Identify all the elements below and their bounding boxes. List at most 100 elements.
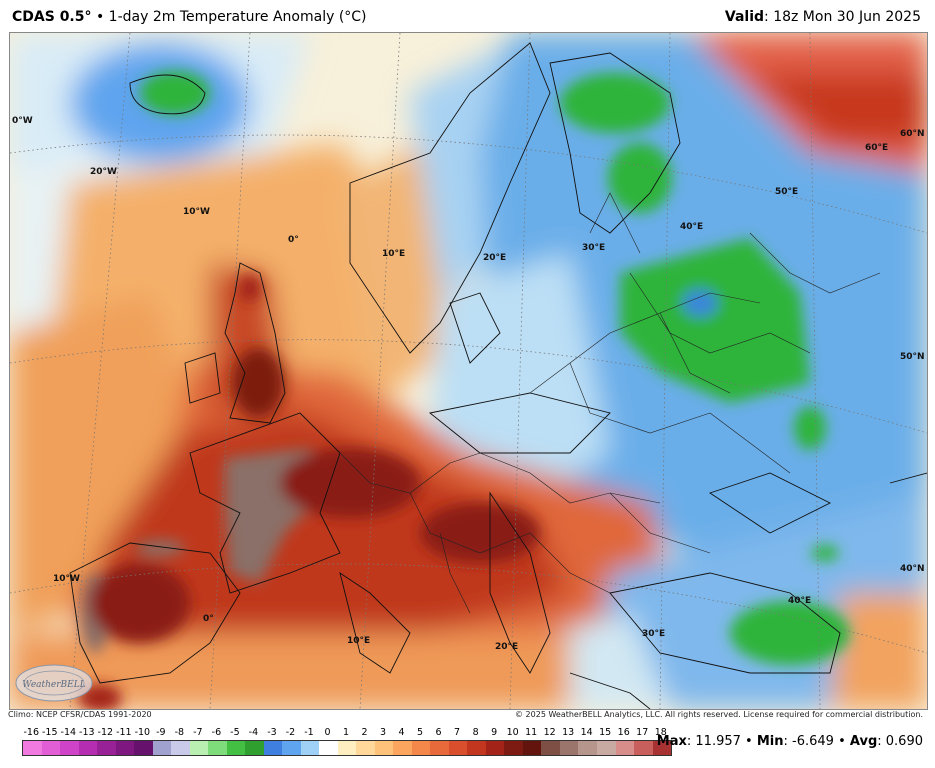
legend-label: -3 — [267, 727, 277, 738]
legend-label: -14 — [60, 727, 77, 738]
map-canvas: 0°W 20°W 10°W 0° 10°E 20°E 30°E 40°E 50°… — [10, 33, 927, 709]
legend-label: -1 — [304, 727, 314, 738]
legend-swatch — [319, 741, 338, 755]
legend-swatch — [226, 741, 246, 755]
lon-label: 10°E — [347, 636, 370, 646]
legend-label: 17 — [636, 727, 649, 738]
header: CDAS 0.5° • 1-day 2m Temperature Anomaly… — [0, 0, 935, 32]
legend-label: 18 — [654, 727, 667, 738]
legend-swatch — [41, 741, 61, 755]
legend-swatch — [208, 741, 227, 755]
lon-label: 30°E — [582, 243, 605, 253]
legend-label: 16 — [617, 727, 630, 738]
avg-value: : 0.690 — [877, 734, 923, 749]
lon-label: 30°E — [642, 629, 665, 639]
legend-label: 10 — [506, 727, 519, 738]
legend-swatch — [23, 741, 42, 755]
lon-label: 50°E — [775, 187, 798, 197]
legend-labels: -16 -15 -14 -13 -12 -11 -10 -9 -8 -7 -6 -5 -4 -3 -2 -1 0… — [22, 727, 670, 739]
legend-swatch — [485, 741, 505, 755]
legend-swatch — [393, 741, 412, 755]
legend-label: 5 — [417, 727, 424, 738]
legend-label: -15 — [42, 727, 58, 738]
stats-sep: • — [745, 734, 753, 749]
avg-label: Avg — [849, 734, 878, 749]
legend-label: -4 — [248, 727, 259, 738]
legend-swatch — [504, 741, 523, 755]
legend-swatch — [189, 741, 209, 755]
legend-label: -13 — [79, 727, 95, 738]
climo-note: Climo: NCEP CFSR/CDAS 1991-2020 — [8, 710, 152, 719]
lon-label: 0° — [203, 614, 214, 624]
lon-label: 40°E — [680, 222, 703, 232]
legend-label: 12 — [543, 727, 556, 738]
legend-label: 2 — [361, 727, 368, 738]
lon-label: 20°E — [483, 253, 506, 263]
graticule-labels: 0°W 20°W 10°W 0° 10°E 20°E 30°E 40°E 50°… — [12, 116, 925, 652]
legend-swatch — [356, 741, 375, 755]
valid-label: Valid — [724, 9, 765, 25]
legend-swatch — [448, 741, 468, 755]
legend-label: 4 — [398, 727, 405, 738]
max-value: : 11.957 — [686, 734, 741, 749]
legend-swatch — [522, 741, 542, 755]
legend-label: -9 — [156, 727, 166, 738]
lat-label: 60°N — [900, 129, 925, 139]
title-separator: • — [95, 9, 105, 25]
legend-label: 7 — [454, 727, 461, 738]
legend-label: -11 — [116, 727, 132, 738]
legend-swatch — [263, 741, 283, 755]
coastlines — [69, 42, 927, 709]
lon-label: 10°E — [382, 249, 405, 259]
borders — [339, 192, 881, 614]
legend-label: 9 — [491, 727, 498, 738]
legend-label: -10 — [134, 727, 151, 738]
legend-swatch — [430, 741, 449, 755]
legend-label: 15 — [599, 727, 612, 738]
lon-label: 10°W — [53, 574, 80, 584]
weatherbell-logo: WeatherBELL — [14, 663, 94, 703]
legend-swatch — [615, 741, 635, 755]
legend-swatch — [467, 741, 486, 755]
legend-label: -5 — [230, 727, 240, 738]
legend-swatch — [152, 741, 172, 755]
lon-label: 0°W — [12, 116, 33, 126]
legend-label: 14 — [580, 727, 593, 738]
lon-label: 40°E — [788, 596, 811, 606]
lon-label: 60°E — [865, 143, 888, 153]
legend-swatch — [78, 741, 98, 755]
stats: Max: 11.957 • Min: -6.649 • Avg: 0.690 — [657, 734, 923, 749]
legend-label: -8 — [174, 727, 185, 738]
legend-label: 8 — [472, 727, 479, 738]
legend-swatch — [245, 741, 264, 755]
lon-label: 0° — [288, 235, 299, 245]
legend-swatch — [541, 741, 560, 755]
legend-label: 13 — [562, 727, 575, 738]
legend-swatch — [652, 741, 672, 755]
legend-swatch — [115, 741, 135, 755]
legend-swatch — [596, 741, 616, 755]
legend-label: 0 — [324, 727, 331, 738]
product-name: 1-day 2m Temperature Anomaly (°C) — [108, 9, 367, 25]
anomaly-map: 0°W 20°W 10°W 0° 10°E 20°E 30°E 40°E 50°… — [9, 32, 928, 710]
logo-text: WeatherBELL — [22, 680, 85, 690]
max-label: Max — [656, 734, 687, 749]
min-value: : -6.649 — [783, 734, 834, 749]
map-title: CDAS 0.5° • 1-day 2m Temperature Anomaly… — [12, 9, 367, 25]
legend-swatch — [97, 741, 116, 755]
stats-sep: • — [838, 734, 846, 749]
lat-label: 40°N — [900, 564, 925, 574]
color-legend — [22, 740, 672, 756]
valid-time-value: : 18z Mon 30 Jun 2025 — [764, 9, 921, 25]
legend-swatch — [300, 741, 320, 755]
legend-swatch — [171, 741, 190, 755]
lat-label: 50°N — [900, 352, 925, 362]
legend-swatch — [60, 741, 79, 755]
legend-label: 3 — [379, 727, 387, 738]
legend-swatch — [282, 741, 301, 755]
legend-swatch — [337, 741, 357, 755]
legend-label: -7 — [193, 727, 203, 738]
lon-label: 20°W — [90, 167, 117, 177]
model-name: CDAS 0.5° — [12, 9, 92, 25]
min-label: Min — [756, 734, 784, 749]
